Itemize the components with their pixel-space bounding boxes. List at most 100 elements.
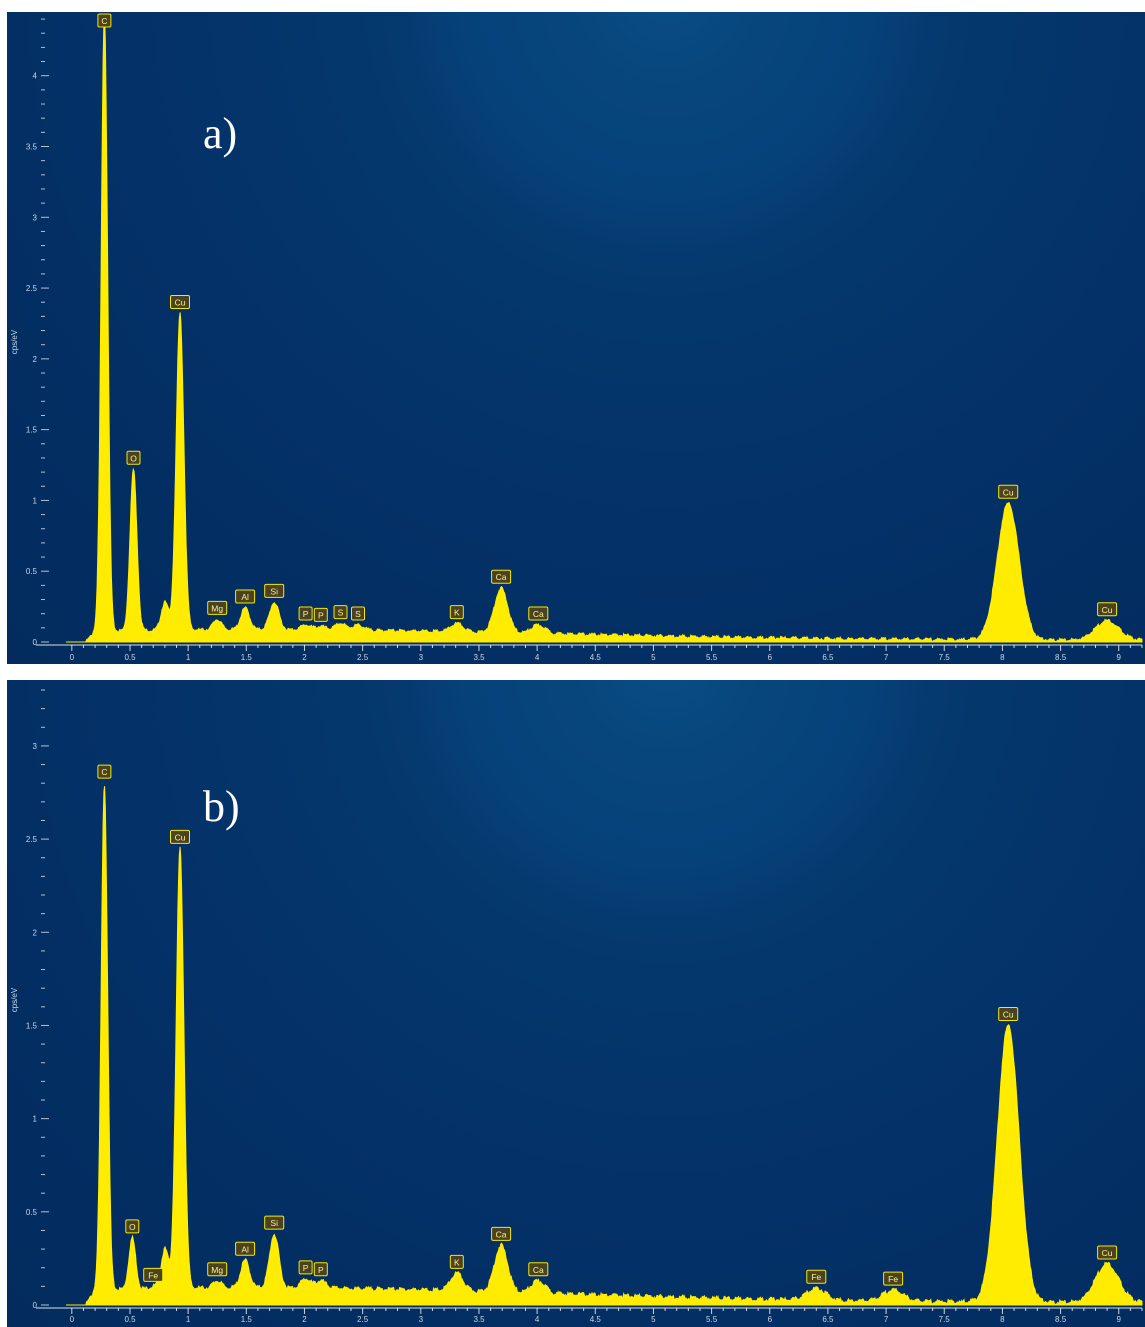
x-tick-label: 0.5: [124, 653, 136, 662]
x-tick-label: 3.5: [473, 1315, 485, 1324]
svg-text:Cu: Cu: [1003, 487, 1014, 497]
x-tick-label: 2: [302, 653, 307, 662]
x-tick-label: 5: [651, 653, 656, 662]
svg-text:K: K: [454, 608, 460, 618]
y-tick-label: 2: [33, 928, 38, 937]
y-axis-title: cps/eV: [10, 987, 19, 1012]
svg-text:Ca: Ca: [533, 1265, 544, 1275]
y-tick-label: 1.5: [26, 426, 38, 435]
peak-label-p: P: [298, 606, 313, 621]
x-tick-label: 0: [70, 1315, 75, 1324]
svg-text:Si: Si: [270, 586, 278, 596]
svg-text:P: P: [318, 1265, 324, 1275]
peak-label-al: Al: [235, 1241, 256, 1256]
x-tick-label: 6.5: [822, 1315, 834, 1324]
peak-label-mg: Mg: [207, 1262, 228, 1277]
svg-text:Si: Si: [270, 1218, 278, 1228]
x-tick-label: 0.5: [124, 1315, 136, 1324]
svg-text:Al: Al: [241, 592, 249, 602]
x-tick-label: 1.5: [241, 1315, 253, 1324]
peak-label-p: P: [298, 1260, 313, 1275]
peak-label-fe: Fe: [806, 1269, 827, 1284]
x-tick-label: 2.5: [357, 653, 369, 662]
svg-text:Cu: Cu: [1102, 1248, 1113, 1258]
x-tick-label: 6: [768, 1315, 773, 1324]
svg-text:P: P: [303, 609, 309, 619]
x-tick-label: 7: [884, 653, 889, 662]
svg-text:Cu: Cu: [175, 832, 186, 842]
svg-text:P: P: [318, 610, 324, 620]
x-tick-label: 7.5: [939, 653, 951, 662]
y-tick-label: 3: [33, 213, 38, 222]
svg-text:O: O: [129, 1222, 136, 1232]
peak-label-cu: Cu: [170, 295, 190, 310]
x-tick-label: 8: [1000, 653, 1005, 662]
peak-label-fe: Fe: [143, 1267, 164, 1282]
peak-label-p: P: [313, 1262, 328, 1277]
x-tick-label: 1.5: [241, 653, 253, 662]
x-tick-label: 3: [419, 1315, 424, 1324]
spectrum-panel-a: C O Cu Mg Al Si P P S S K Ca Ca Cu Cu 0 0.5 1 1.5 2 2.5 3 3.5 4…: [7, 12, 1145, 664]
spectrum-area: [66, 786, 1143, 1306]
y-tick-label: 0: [33, 1301, 38, 1310]
y-tick-label: 0: [33, 638, 38, 647]
peak-label-al: Al: [235, 589, 256, 604]
peak-label-cu: Cu: [998, 484, 1019, 499]
y-tick-label: 2: [33, 355, 38, 364]
peak-label-mg: Mg: [207, 600, 228, 615]
panel-label-a: a): [203, 109, 238, 158]
spectrum-panel-b: C O Fe Cu Mg Al Si P P K Ca Ca Fe Fe Cu Cu 0 0.5 1 1.5 2 2.5 3…: [7, 680, 1145, 1327]
peak-label-k: K: [449, 605, 464, 620]
x-tick-label: 4: [535, 1315, 540, 1324]
peak-label-k: K: [449, 1254, 464, 1269]
panel-background: [7, 680, 1145, 1327]
x-tick-label: 1: [186, 1315, 191, 1324]
x-tick-label: 5: [651, 1315, 656, 1324]
svg-text:Ca: Ca: [496, 572, 507, 582]
x-tick-label: 6: [768, 653, 773, 662]
spectrum-area: [66, 14, 1143, 643]
x-tick-label: 8: [1000, 1315, 1005, 1324]
peak-label-c: C: [97, 13, 112, 28]
y-tick-label: 0.5: [26, 1208, 38, 1217]
peak-label-si: Si: [264, 1215, 285, 1230]
y-tick-label: 1: [33, 496, 38, 505]
x-tick-label: 5.5: [706, 653, 718, 662]
y-axis-title: cps/eV: [10, 329, 19, 354]
svg-text:C: C: [101, 16, 107, 26]
x-tick-label: 9: [1116, 1315, 1121, 1324]
peak-label-s: S: [333, 605, 348, 620]
svg-text:P: P: [303, 1263, 309, 1273]
x-tick-label: 5.5: [706, 1315, 718, 1324]
svg-text:Cu: Cu: [1102, 605, 1113, 615]
peak-label-cu: Cu: [998, 1006, 1019, 1021]
svg-text:O: O: [130, 453, 137, 463]
peak-label-o: O: [125, 1219, 140, 1234]
x-tick-label: 3.5: [473, 653, 485, 662]
x-tick-label: 3: [419, 653, 424, 662]
peak-label-ca: Ca: [491, 569, 512, 584]
x-tick-label: 2.5: [357, 1315, 369, 1324]
x-tick-label: 8.5: [1055, 1315, 1067, 1324]
peak-label-s: S: [351, 606, 365, 621]
svg-text:Ca: Ca: [496, 1229, 507, 1239]
svg-text:C: C: [101, 767, 107, 777]
eds-spectrum-chart-b: C O Fe Cu Mg Al Si P P K Ca Ca Fe Fe Cu Cu 0 0.5 1 1.5 2 2.5 3…: [10, 689, 1143, 1324]
y-tick-label: 4: [33, 72, 38, 81]
x-tick-label: 4.5: [590, 1315, 602, 1324]
svg-text:Fe: Fe: [148, 1270, 158, 1280]
x-tick-label: 4: [535, 653, 540, 662]
svg-text:S: S: [338, 608, 344, 618]
svg-text:Mg: Mg: [211, 603, 223, 613]
x-tick-label: 1: [186, 653, 191, 662]
svg-text:Fe: Fe: [811, 1272, 821, 1282]
peak-label-fe: Fe: [883, 1271, 904, 1286]
x-tick-label: 7.5: [939, 1315, 951, 1324]
y-tick-label: 1: [33, 1115, 38, 1124]
y-tick-label: 3.5: [26, 143, 38, 152]
peak-label-c: C: [97, 764, 112, 779]
x-tick-label: 7: [884, 1315, 889, 1324]
peak-label-si: Si: [264, 583, 285, 598]
y-tick-label: 3: [33, 742, 38, 751]
peak-label-o: O: [126, 450, 141, 465]
